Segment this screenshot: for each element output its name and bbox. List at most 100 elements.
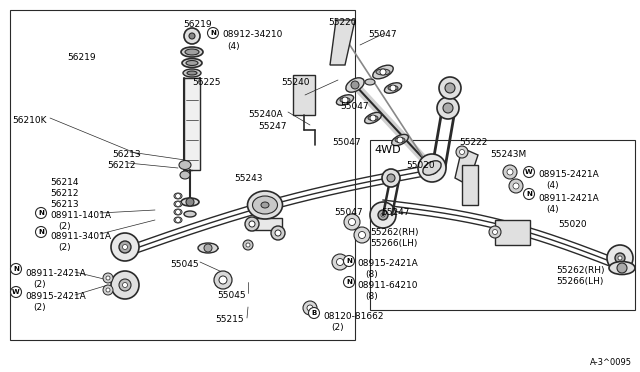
Text: 08915-2421A: 08915-2421A [538, 170, 599, 179]
Circle shape [175, 202, 180, 206]
Ellipse shape [198, 243, 218, 253]
Text: 08912-34210: 08912-34210 [222, 30, 282, 39]
Circle shape [489, 226, 501, 238]
Text: 56213: 56213 [112, 150, 141, 159]
Text: 55047: 55047 [368, 30, 397, 39]
Polygon shape [462, 165, 478, 205]
Circle shape [615, 253, 625, 263]
Text: (2): (2) [33, 303, 45, 312]
Circle shape [443, 103, 453, 113]
Circle shape [35, 208, 47, 218]
Circle shape [513, 183, 519, 189]
Circle shape [106, 288, 110, 292]
Circle shape [122, 244, 127, 250]
Text: (8): (8) [365, 270, 378, 279]
Text: 55045: 55045 [217, 291, 246, 300]
Ellipse shape [181, 47, 203, 57]
Circle shape [35, 227, 47, 237]
Text: N: N [526, 191, 532, 197]
Circle shape [245, 217, 259, 231]
Text: 55020: 55020 [558, 220, 587, 229]
Circle shape [524, 189, 534, 199]
Text: N: N [38, 229, 44, 235]
Circle shape [429, 166, 435, 170]
Text: N: N [38, 210, 44, 216]
Bar [495, 220, 530, 245]
Text: N: N [346, 279, 352, 285]
Circle shape [332, 254, 348, 270]
Ellipse shape [253, 196, 278, 214]
Circle shape [370, 202, 396, 228]
Circle shape [246, 243, 250, 247]
Circle shape [249, 221, 255, 227]
Text: (8): (8) [365, 292, 378, 301]
Ellipse shape [423, 161, 441, 175]
Text: N: N [13, 266, 19, 272]
Text: 55243: 55243 [234, 174, 262, 183]
Ellipse shape [346, 78, 364, 92]
Circle shape [524, 167, 534, 177]
Text: (2): (2) [33, 280, 45, 289]
Text: W: W [12, 289, 20, 295]
Circle shape [507, 169, 513, 175]
Ellipse shape [609, 262, 635, 275]
Ellipse shape [385, 83, 401, 93]
Circle shape [243, 240, 253, 250]
Text: 08911-3401A: 08911-3401A [50, 232, 111, 241]
Text: 08915-2421A: 08915-2421A [357, 259, 418, 268]
Text: 56212: 56212 [107, 161, 136, 170]
Circle shape [456, 146, 468, 158]
Circle shape [103, 285, 113, 295]
Circle shape [219, 276, 227, 284]
Circle shape [387, 174, 395, 182]
Circle shape [122, 282, 127, 288]
Text: 55222: 55222 [459, 138, 488, 147]
Circle shape [204, 244, 212, 252]
Circle shape [184, 28, 200, 44]
Ellipse shape [185, 49, 199, 55]
Text: 55215: 55215 [215, 315, 244, 324]
Text: (4): (4) [546, 181, 559, 190]
Bar [370, 140, 635, 310]
Ellipse shape [174, 209, 182, 215]
Ellipse shape [182, 58, 202, 67]
Circle shape [271, 226, 285, 240]
Ellipse shape [395, 138, 405, 142]
Circle shape [349, 218, 355, 225]
Ellipse shape [368, 115, 378, 121]
Circle shape [337, 259, 344, 266]
Ellipse shape [174, 201, 182, 207]
Circle shape [397, 137, 403, 143]
Text: 08911-64210: 08911-64210 [357, 281, 417, 290]
Text: B: B [312, 310, 317, 316]
Circle shape [175, 218, 180, 222]
Circle shape [308, 308, 319, 318]
Circle shape [119, 279, 131, 291]
Polygon shape [330, 20, 355, 65]
Circle shape [175, 193, 180, 199]
Text: 55247: 55247 [381, 208, 410, 217]
Ellipse shape [183, 69, 201, 77]
Text: (2): (2) [58, 243, 70, 252]
Ellipse shape [184, 211, 196, 217]
Circle shape [439, 77, 461, 99]
Text: (4): (4) [546, 205, 559, 214]
Text: 55020: 55020 [406, 161, 435, 170]
Text: 55240A: 55240A [248, 110, 283, 119]
Text: 55047: 55047 [340, 102, 369, 111]
Ellipse shape [365, 79, 375, 85]
Circle shape [214, 271, 232, 289]
Text: 08911-2421A: 08911-2421A [538, 194, 599, 203]
Circle shape [382, 169, 400, 187]
Text: 55047: 55047 [334, 208, 363, 217]
Ellipse shape [261, 202, 269, 208]
Text: 08911-2421A: 08911-2421A [25, 269, 86, 278]
Text: 56210K: 56210K [12, 116, 47, 125]
Text: 55266(LH): 55266(LH) [556, 277, 604, 286]
Text: 08915-2421A: 08915-2421A [25, 292, 86, 301]
Text: 55047: 55047 [332, 138, 360, 147]
Text: 08120-81662: 08120-81662 [323, 312, 383, 321]
Circle shape [189, 33, 195, 39]
Circle shape [381, 213, 385, 217]
Circle shape [445, 83, 455, 93]
